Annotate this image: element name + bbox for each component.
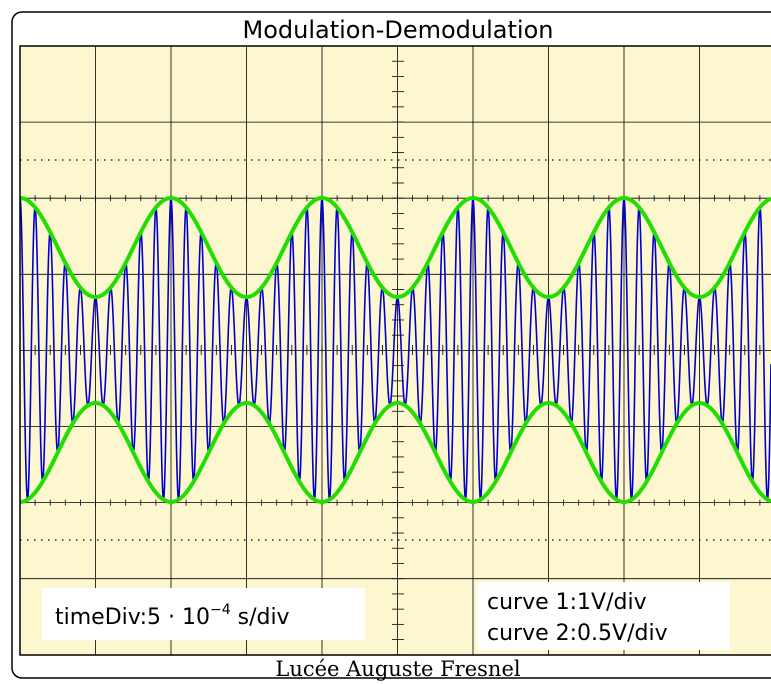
curves xyxy=(19,195,771,505)
title: Modulation-Demodulation xyxy=(243,16,554,44)
time-div: timeDiv:5 · 10−4 s/div xyxy=(55,602,290,630)
scale-box xyxy=(477,582,730,650)
envelope xyxy=(19,400,771,505)
footer: Lucée Auguste Fresnel xyxy=(275,657,521,681)
grid xyxy=(19,45,771,656)
envelope xyxy=(19,195,771,300)
curve-scale: curve 1:1V/div xyxy=(487,590,647,615)
curve-scale: curve 2:0.5V/div xyxy=(487,621,668,646)
time-box xyxy=(42,588,365,640)
modulated-signal xyxy=(19,197,771,500)
screen-border xyxy=(19,45,771,656)
